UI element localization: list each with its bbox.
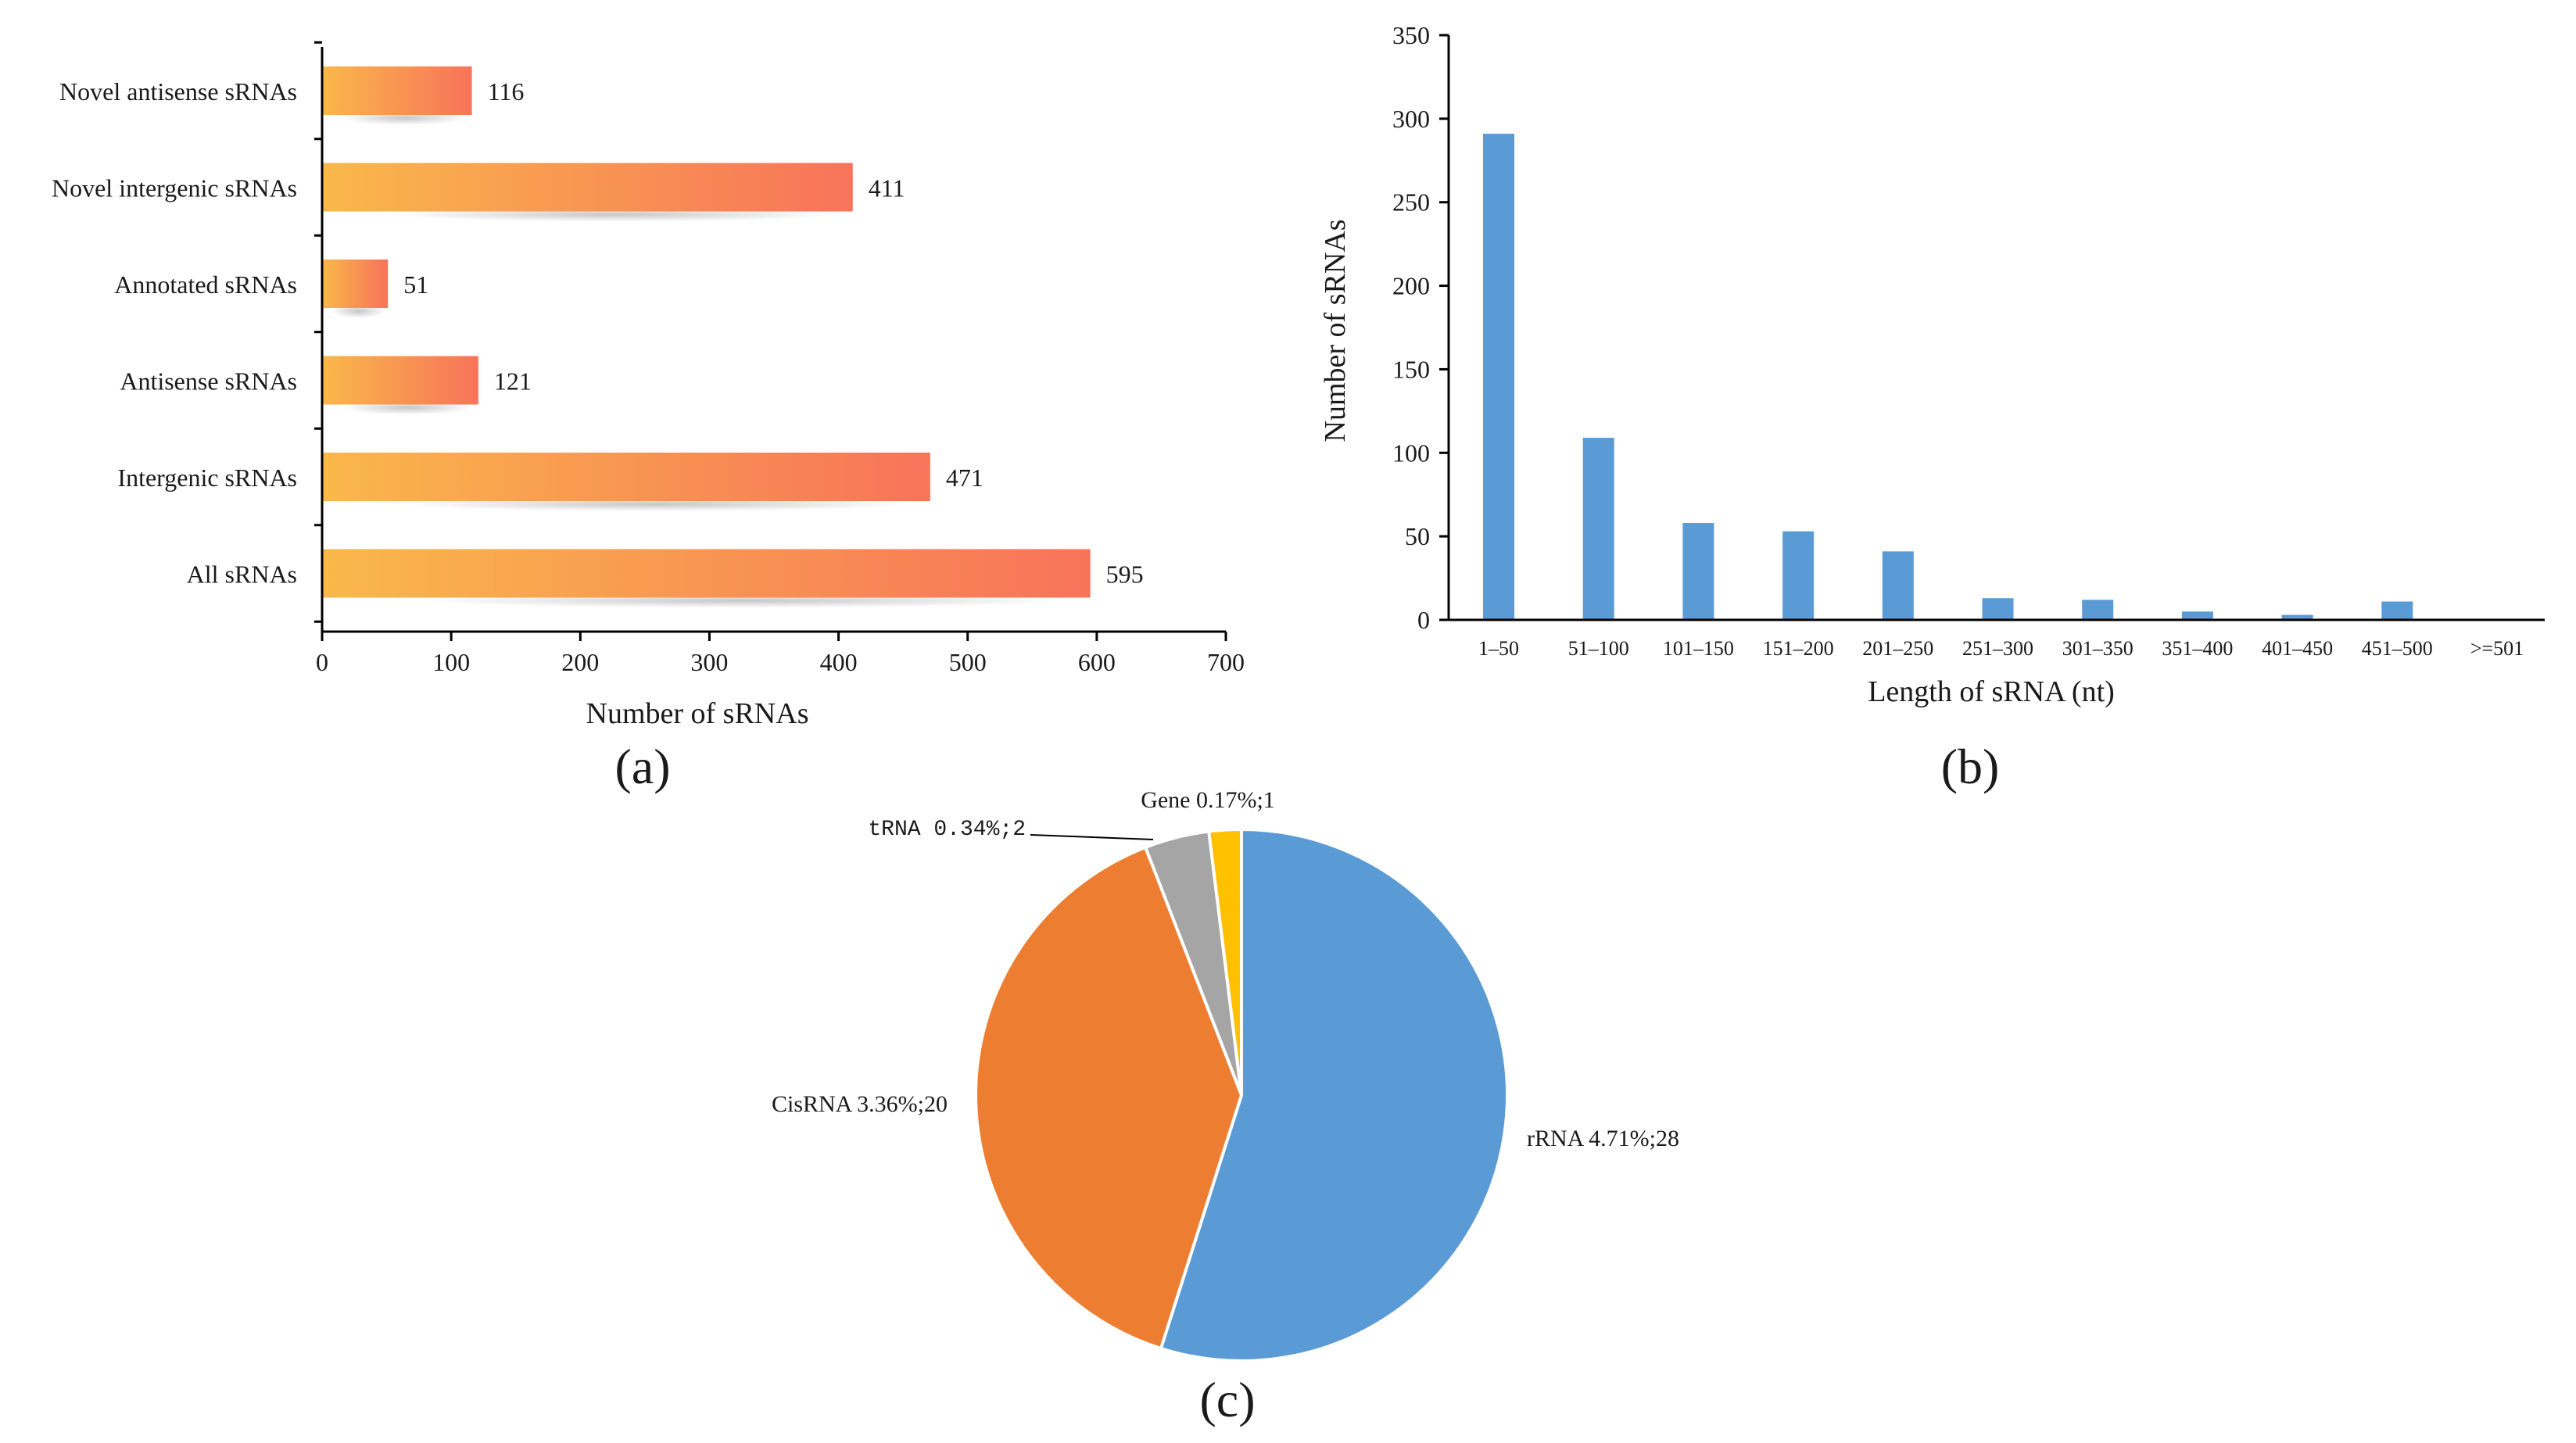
b-bar [2381,601,2413,620]
a-panel-label: (a) [614,739,670,794]
b-x-tick-label: 51–100 [1568,637,1629,660]
a-bar-value-label: 471 [946,464,983,492]
b-x-tick-label: 351–400 [2162,637,2233,660]
a-category-label: Intergenic sRNAs [117,464,297,492]
b-x-tick-label: >=501 [2470,637,2524,660]
a-bar [322,356,478,405]
b-y-tick-label: 250 [1392,188,1430,217]
a-category-label: Novel antisense sRNAs [59,77,297,106]
pie-label-rrna: rRNA 4.71%;28 [1527,1126,1679,1151]
a-bar-value-label: 411 [869,174,905,202]
a-bar [322,260,389,308]
b-bar [2082,600,2114,620]
pie-slice-cisrna [974,845,1244,1351]
a-x-axis-label: Number of sRNAs [586,697,809,730]
a-x-tick-label: 400 [820,648,858,676]
a-x-tick-label: 200 [561,648,599,676]
a-category-label: Novel intergenic sRNAs [52,174,297,202]
b-panel-label: (b) [1941,739,2000,794]
a-x-tick-label: 300 [690,648,728,676]
a-bar [322,549,1091,598]
b-y-tick-label: 350 [1392,21,1430,49]
b-y-tick-label: 300 [1392,105,1430,133]
a-bars: 116 Novel antisense sRNAs 411 Novel interge… [52,66,1144,598]
b-bar [1782,531,1815,620]
pie-slice-rrna [1159,827,1510,1362]
a-bar-value-label: 121 [494,367,532,396]
b-x-tick-label: 1–50 [1478,637,1519,660]
a-x-tick-label: 100 [432,648,470,676]
a-bar [322,163,853,212]
a-bar [322,66,472,115]
a-x-tick-label: 0 [316,648,328,676]
trna-leader-line [1030,834,1154,840]
pie-label-gene: Gene 0.17%;1 [1141,787,1275,813]
a-category-label: Antisense sRNAs [120,367,297,396]
a-axes: 0 100 200 300 400 500 600 700 [314,41,1245,676]
b-x-tick-label: 251–300 [1962,637,2033,660]
panel-a-bar-chart: 116 Novel antisense sRNAs 411 Novel interge… [52,41,1245,794]
a-category-label: Annotated sRNAs [114,270,297,299]
b-y-tick-label: 200 [1392,272,1430,300]
b-x-tick-label: 101–150 [1663,637,1734,660]
b-bars [1483,134,2413,620]
b-y-axis-label: Number of sRNAs [1319,220,1352,442]
a-category-label: All sRNAs [187,560,297,589]
a-bar-value-label: 595 [1106,560,1144,589]
panel-c-pie-chart: Gene 0.17%;1 tRNA 0.34%;2 CisRNA 3.36%;2… [772,787,1679,1427]
b-y-tick-label: 50 [1405,522,1430,550]
a-x-tick-label: 700 [1207,648,1245,676]
c-pie-slices [974,827,1510,1362]
a-bar-value-label: 116 [488,77,525,106]
b-x-tick-label: 451–500 [2362,637,2433,660]
a-bar-value-label: 51 [403,270,428,299]
b-x-tick-label: 401–450 [2262,637,2333,660]
b-bar [1582,438,1614,620]
b-x-axis-label: Length of sRNA (nt) [1868,675,2115,708]
panel-b-histogram: 1–50 51–100 101–150 151–200 201–250 251–300 30… [1319,21,2545,794]
b-axes: 1–50 51–100 101–150 151–200 201–250 251–300 30… [1392,21,2545,660]
b-bar [1483,134,1514,620]
a-x-tick-label: 500 [949,648,987,676]
a-x-tick-label: 600 [1078,648,1116,676]
b-x-tick-label: 301–350 [2062,637,2134,660]
pie-label-cisrna: CisRNA 3.36%;20 [772,1091,948,1117]
b-bar [1682,523,1714,620]
c-panel-label: (c) [1199,1372,1255,1427]
b-bar [2281,614,2313,620]
b-y-tick-label: 0 [1417,606,1430,634]
b-x-tick-label: 151–200 [1763,637,1834,660]
a-bar [322,453,930,501]
b-y-tick-label: 150 [1392,355,1430,383]
b-bar [1982,598,2014,620]
pie-label-trna: tRNA 0.34%;2 [868,818,1026,842]
b-bar [2181,611,2213,620]
b-bar [1882,551,1914,620]
b-x-tick-label: 201–250 [1862,637,1933,660]
b-y-tick-label: 100 [1392,439,1430,467]
pie-slice-gene [1206,827,1243,1096]
